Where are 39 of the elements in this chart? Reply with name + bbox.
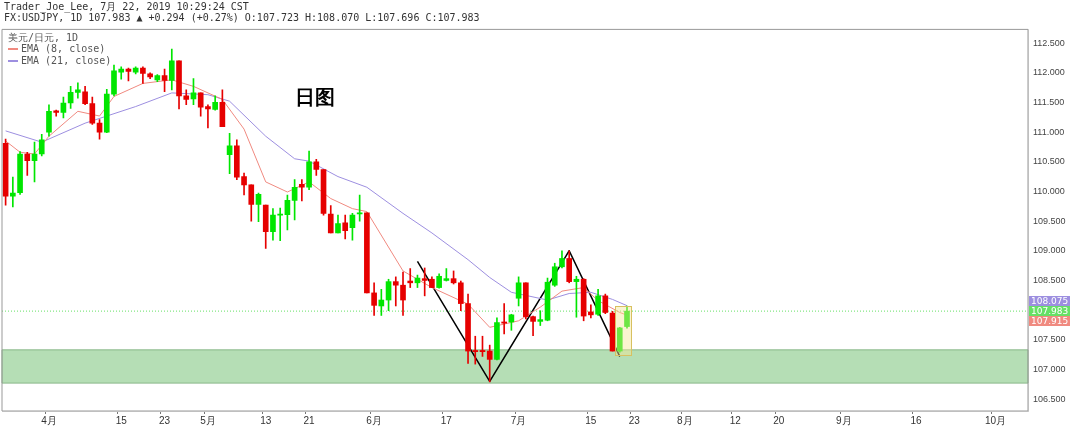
- text: 日图: [294, 84, 335, 112]
- x-tick-label: 23: [628, 414, 641, 426]
- x-tick-label: 8月: [677, 414, 693, 426]
- x-tick-label: 15: [115, 414, 128, 426]
- y-tick-label: 110.500: [1033, 156, 1065, 167]
- text: 108.075: [1029, 296, 1071, 307]
- text: Trader_Joe_Lee, 7月 22, 2019 10:29:24 CST: [4, 1, 249, 12]
- y-tick-label: 109.500: [1033, 215, 1066, 226]
- x-tick-label: 9月: [835, 414, 852, 426]
- y-tick-label: 111.500: [1033, 96, 1065, 107]
- y-tick-label: 106.500: [1033, 393, 1066, 404]
- y-tick-label: 110.000: [1033, 185, 1065, 196]
- x-tick-label: 7月: [510, 414, 527, 426]
- legend-label: EMA (8, close): [21, 43, 106, 56]
- y-tick-label: 112.500: [1033, 37, 1065, 48]
- y-tick-label: 108.500: [1033, 274, 1066, 285]
- x-tick-label: 13: [260, 414, 272, 426]
- chart-subtitle: FX:USDJPY, 1D 107.983 ▲ +0.294 (+0.27%) O:107.723 H:108.070 L:107.696 C:107.983: [4, 12, 480, 23]
- candlestick: [364, 212, 370, 294]
- x-tick-label: 12: [729, 414, 742, 426]
- x-tick-label: 4月: [41, 414, 57, 426]
- y-tick-label: 112.000: [1033, 67, 1065, 78]
- text: 107.915: [1029, 316, 1071, 327]
- annotation: 美元/日元, 1D: [8, 32, 79, 44]
- x-tick-label: 21: [303, 414, 316, 426]
- x-tick-label: 16: [910, 414, 923, 426]
- x-tick-label: 17: [440, 414, 453, 426]
- x-tick-label: 10月: [984, 414, 1007, 426]
- ref-line-label: 107.983: [1029, 306, 1071, 317]
- y-tick-label: 111.000: [1033, 126, 1065, 137]
- x-tick-label: 5月: [200, 414, 216, 426]
- y-tick-label: 109.000: [1033, 245, 1066, 256]
- y-tick-label: 107.000: [1033, 363, 1066, 374]
- x-tick-label: 6月: [366, 414, 382, 426]
- legend-label: EMA (21, close): [21, 55, 112, 68]
- x-tick-label: 15: [585, 414, 597, 426]
- x-tick-label: 23: [159, 414, 171, 426]
- y-tick-label: 107.500: [1033, 334, 1066, 345]
- x-tick-label: 20: [773, 414, 785, 426]
